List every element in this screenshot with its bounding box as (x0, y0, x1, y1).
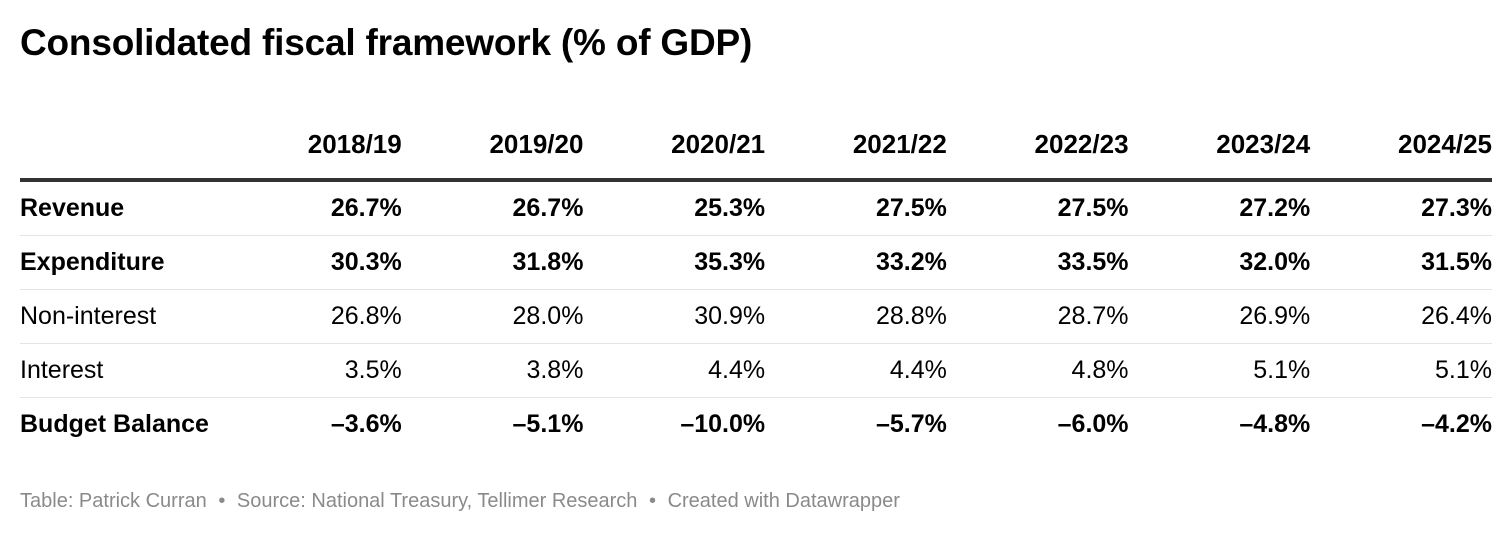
source-note: Source: National Treasury, Tellimer Rese… (236, 490, 638, 512)
table-cell: 5.1% (1310, 343, 1492, 398)
table-cell: 26.7% (401, 180, 584, 236)
table-row-non-interest: Non-interest 26.8% 28.0% 30.9% 28.8% 28.… (20, 289, 1492, 344)
table-cell: 31.5% (1310, 235, 1492, 290)
table-cell: 4.4% (583, 343, 766, 398)
table-cell: 3.8% (401, 343, 584, 398)
table-cell: 31.8% (401, 235, 584, 290)
table-cell: –4.2% (1421, 410, 1492, 438)
table-row-interest: Interest 3.5% 3.8% 4.4% 4.4% 4.8% 5.1% 5… (20, 343, 1492, 398)
table-credit: Table: Patrick Curran (20, 490, 207, 512)
table-cell: 28.8% (765, 289, 947, 344)
table-cell: 30.9% (583, 289, 766, 344)
table-cell: 26.4% (1310, 289, 1492, 344)
table-cell: 35.3% (583, 235, 766, 290)
table-cell: –10.0% (680, 410, 766, 438)
table-cell: –5.7% (875, 410, 947, 438)
table-cell: –5.1% (512, 410, 584, 438)
footer-separator: • (218, 490, 226, 512)
table-cell: 28.0% (401, 289, 584, 344)
row-label: Non-interest (20, 289, 221, 344)
table-cell: 4.8% (946, 343, 1129, 398)
row-label: Expenditure (20, 235, 221, 290)
table-cell: 26.8% (220, 289, 402, 344)
chart-footer: Table: Patrick Curran • Source: National… (20, 490, 900, 513)
column-header[interactable]: 2018/19 (220, 110, 402, 182)
table-row-budget-balance: Budget Balance –3.6% –5.1% –10.0% –5.7% … (20, 398, 1492, 452)
table-row-revenue: Revenue 26.7% 26.7% 25.3% 27.5% 27.5% 27… (20, 180, 1492, 236)
header-row-label (20, 110, 221, 182)
table-cell: 5.1% (1128, 343, 1311, 398)
column-header[interactable]: 2022/23 (946, 110, 1129, 182)
table-cell: 3.5% (220, 343, 402, 398)
table-cell: –3.6% (330, 410, 402, 438)
column-header[interactable]: 2020/21 (583, 110, 766, 182)
table-cell: 27.2% (1128, 180, 1311, 236)
table-cell: 28.7% (946, 289, 1129, 344)
table-cell: 27.5% (946, 180, 1129, 236)
row-label: Interest (20, 343, 221, 398)
column-header[interactable]: 2019/20 (401, 110, 584, 182)
table-cell: 27.3% (1310, 180, 1492, 236)
table-cell: 30.3% (220, 235, 402, 290)
table-cell: –4.8% (1239, 410, 1311, 438)
column-header[interactable]: 2021/22 (765, 110, 947, 182)
table-cell: 26.7% (220, 180, 402, 236)
table-cell: 33.5% (946, 235, 1129, 290)
table-cell: 32.0% (1128, 235, 1311, 290)
fiscal-table: 2018/19 2019/20 2020/21 2021/22 2022/23 … (20, 110, 1492, 451)
row-label: Revenue (20, 180, 221, 236)
column-header[interactable]: 2024/25 (1310, 110, 1492, 182)
table-cell: –6.0% (1057, 410, 1129, 438)
header-row: 2018/19 2019/20 2020/21 2021/22 2022/23 … (20, 110, 1492, 182)
column-header[interactable]: 2023/24 (1128, 110, 1311, 182)
table-cell: 25.3% (583, 180, 766, 236)
chart-title: Consolidated fiscal framework (% of GDP) (20, 22, 753, 63)
table-cell: 33.2% (765, 235, 947, 290)
table-row-expenditure: Expenditure 30.3% 31.8% 35.3% 33.2% 33.5… (20, 235, 1492, 290)
created-with-link[interactable]: Created with Datawrapper (667, 490, 900, 512)
footer-separator: • (649, 490, 657, 512)
table-cell: 27.5% (765, 180, 947, 236)
table-cell: 4.4% (765, 343, 947, 398)
table-cell: 26.9% (1128, 289, 1311, 344)
row-label: Budget Balance (20, 410, 209, 438)
